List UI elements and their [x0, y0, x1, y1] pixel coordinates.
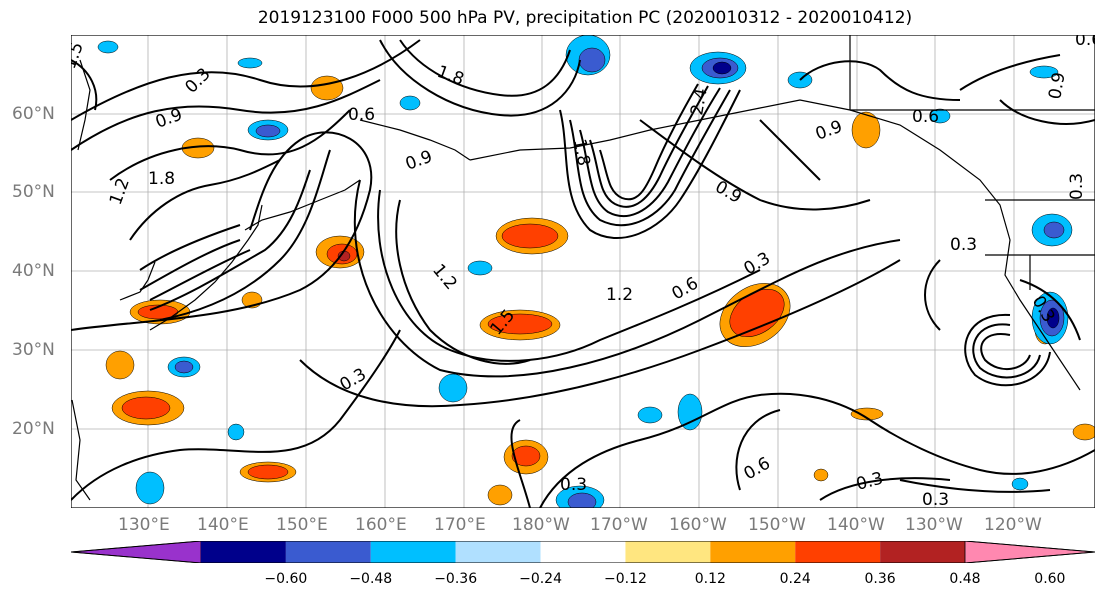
precip-field	[97, 35, 1095, 508]
lon-label-160w: 160°W	[669, 515, 727, 535]
map-panel: 1.5 0.3 1.8 0.6 0.9 1.2 0.3 1.8 1.5 0.6 …	[71, 35, 1095, 508]
lon-label-150e: 150°E	[276, 515, 328, 535]
lon-label-160e: 160°E	[355, 515, 407, 535]
colorbar-tick-label: 0.12	[694, 571, 726, 587]
lon-label-180w: 180°W	[512, 515, 570, 535]
colorbar-tick-label: 0.24	[779, 571, 811, 587]
contour-label: 0.3	[560, 475, 587, 495]
contour-label: 0.9	[1045, 71, 1069, 101]
lon-label-140w: 140°W	[827, 515, 885, 535]
contour-label: 0.6	[912, 107, 939, 127]
contour-label: 0.6	[1075, 35, 1095, 50]
contour-label: 0.3	[950, 235, 977, 255]
colorbar-segment	[964, 541, 1095, 563]
contour-label: 2.4	[687, 87, 711, 117]
colorbar-segment	[201, 541, 286, 563]
lat-label-20n: 20°N	[12, 419, 55, 439]
colorbar-tick-label: 0.36	[864, 571, 896, 587]
lon-label-130w: 130°W	[905, 515, 963, 535]
colorbar	[71, 541, 1095, 563]
pv-contours	[71, 39, 1095, 508]
contour-label: 1.8	[569, 137, 593, 167]
lon-label-150w: 150°W	[748, 515, 806, 535]
colorbar-tick-label: −0.60	[264, 571, 308, 587]
lat-label-30n: 30°N	[12, 340, 55, 360]
lat-label-60n: 60°N	[12, 104, 55, 124]
contour-label: 1.2	[606, 285, 633, 305]
colorbar-segment	[540, 541, 626, 563]
lon-label-130e: 130°E	[118, 515, 170, 535]
colorbar-segment	[710, 541, 796, 563]
lon-label-170w: 170°W	[590, 515, 648, 535]
colorbar-tick-label: −0.12	[603, 571, 647, 587]
colorbar-tick-label: −0.24	[519, 571, 562, 587]
colorbar-tick-label: −0.36	[434, 571, 478, 587]
lon-label-120w: 120°W	[984, 515, 1042, 535]
lat-label-50n: 50°N	[12, 182, 55, 202]
colorbar-segment	[370, 541, 456, 563]
colorbar-segment	[71, 541, 202, 563]
colorbar-segment	[455, 541, 541, 563]
colorbar-segment	[795, 541, 881, 563]
lat-label-40n: 40°N	[12, 261, 55, 281]
colorbar-segments	[71, 541, 1095, 563]
contour-label: 0.3	[922, 490, 949, 508]
colorbar-segment	[625, 541, 711, 563]
colorbar-segment	[880, 541, 965, 563]
lon-label-140e: 140°E	[197, 515, 249, 535]
chart-title: 2019123100 F000 500 hPa PV, precipitatio…	[257, 8, 913, 28]
contour-label: 0.3	[1067, 173, 1087, 200]
colorbar-tick-label: 0.60	[1034, 571, 1066, 587]
contour-label: 0.6	[348, 105, 375, 125]
lon-label-170e: 170°E	[434, 515, 486, 535]
contour-label: 1.8	[148, 169, 175, 189]
colorbar-segment	[285, 541, 371, 563]
colorbar-tick-label: 0.48	[949, 571, 981, 587]
colorbar-tick-label: −0.48	[349, 571, 393, 587]
